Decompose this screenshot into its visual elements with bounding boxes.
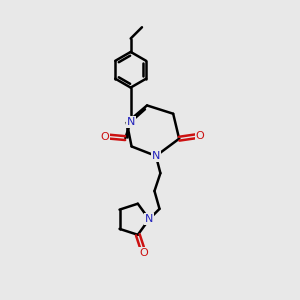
Text: O: O: [100, 132, 109, 142]
Text: O: O: [196, 131, 205, 141]
Text: N: N: [152, 151, 160, 161]
Text: N: N: [127, 117, 135, 127]
Text: N: N: [145, 214, 153, 224]
Text: O: O: [139, 248, 148, 258]
Text: N: N: [145, 214, 153, 224]
